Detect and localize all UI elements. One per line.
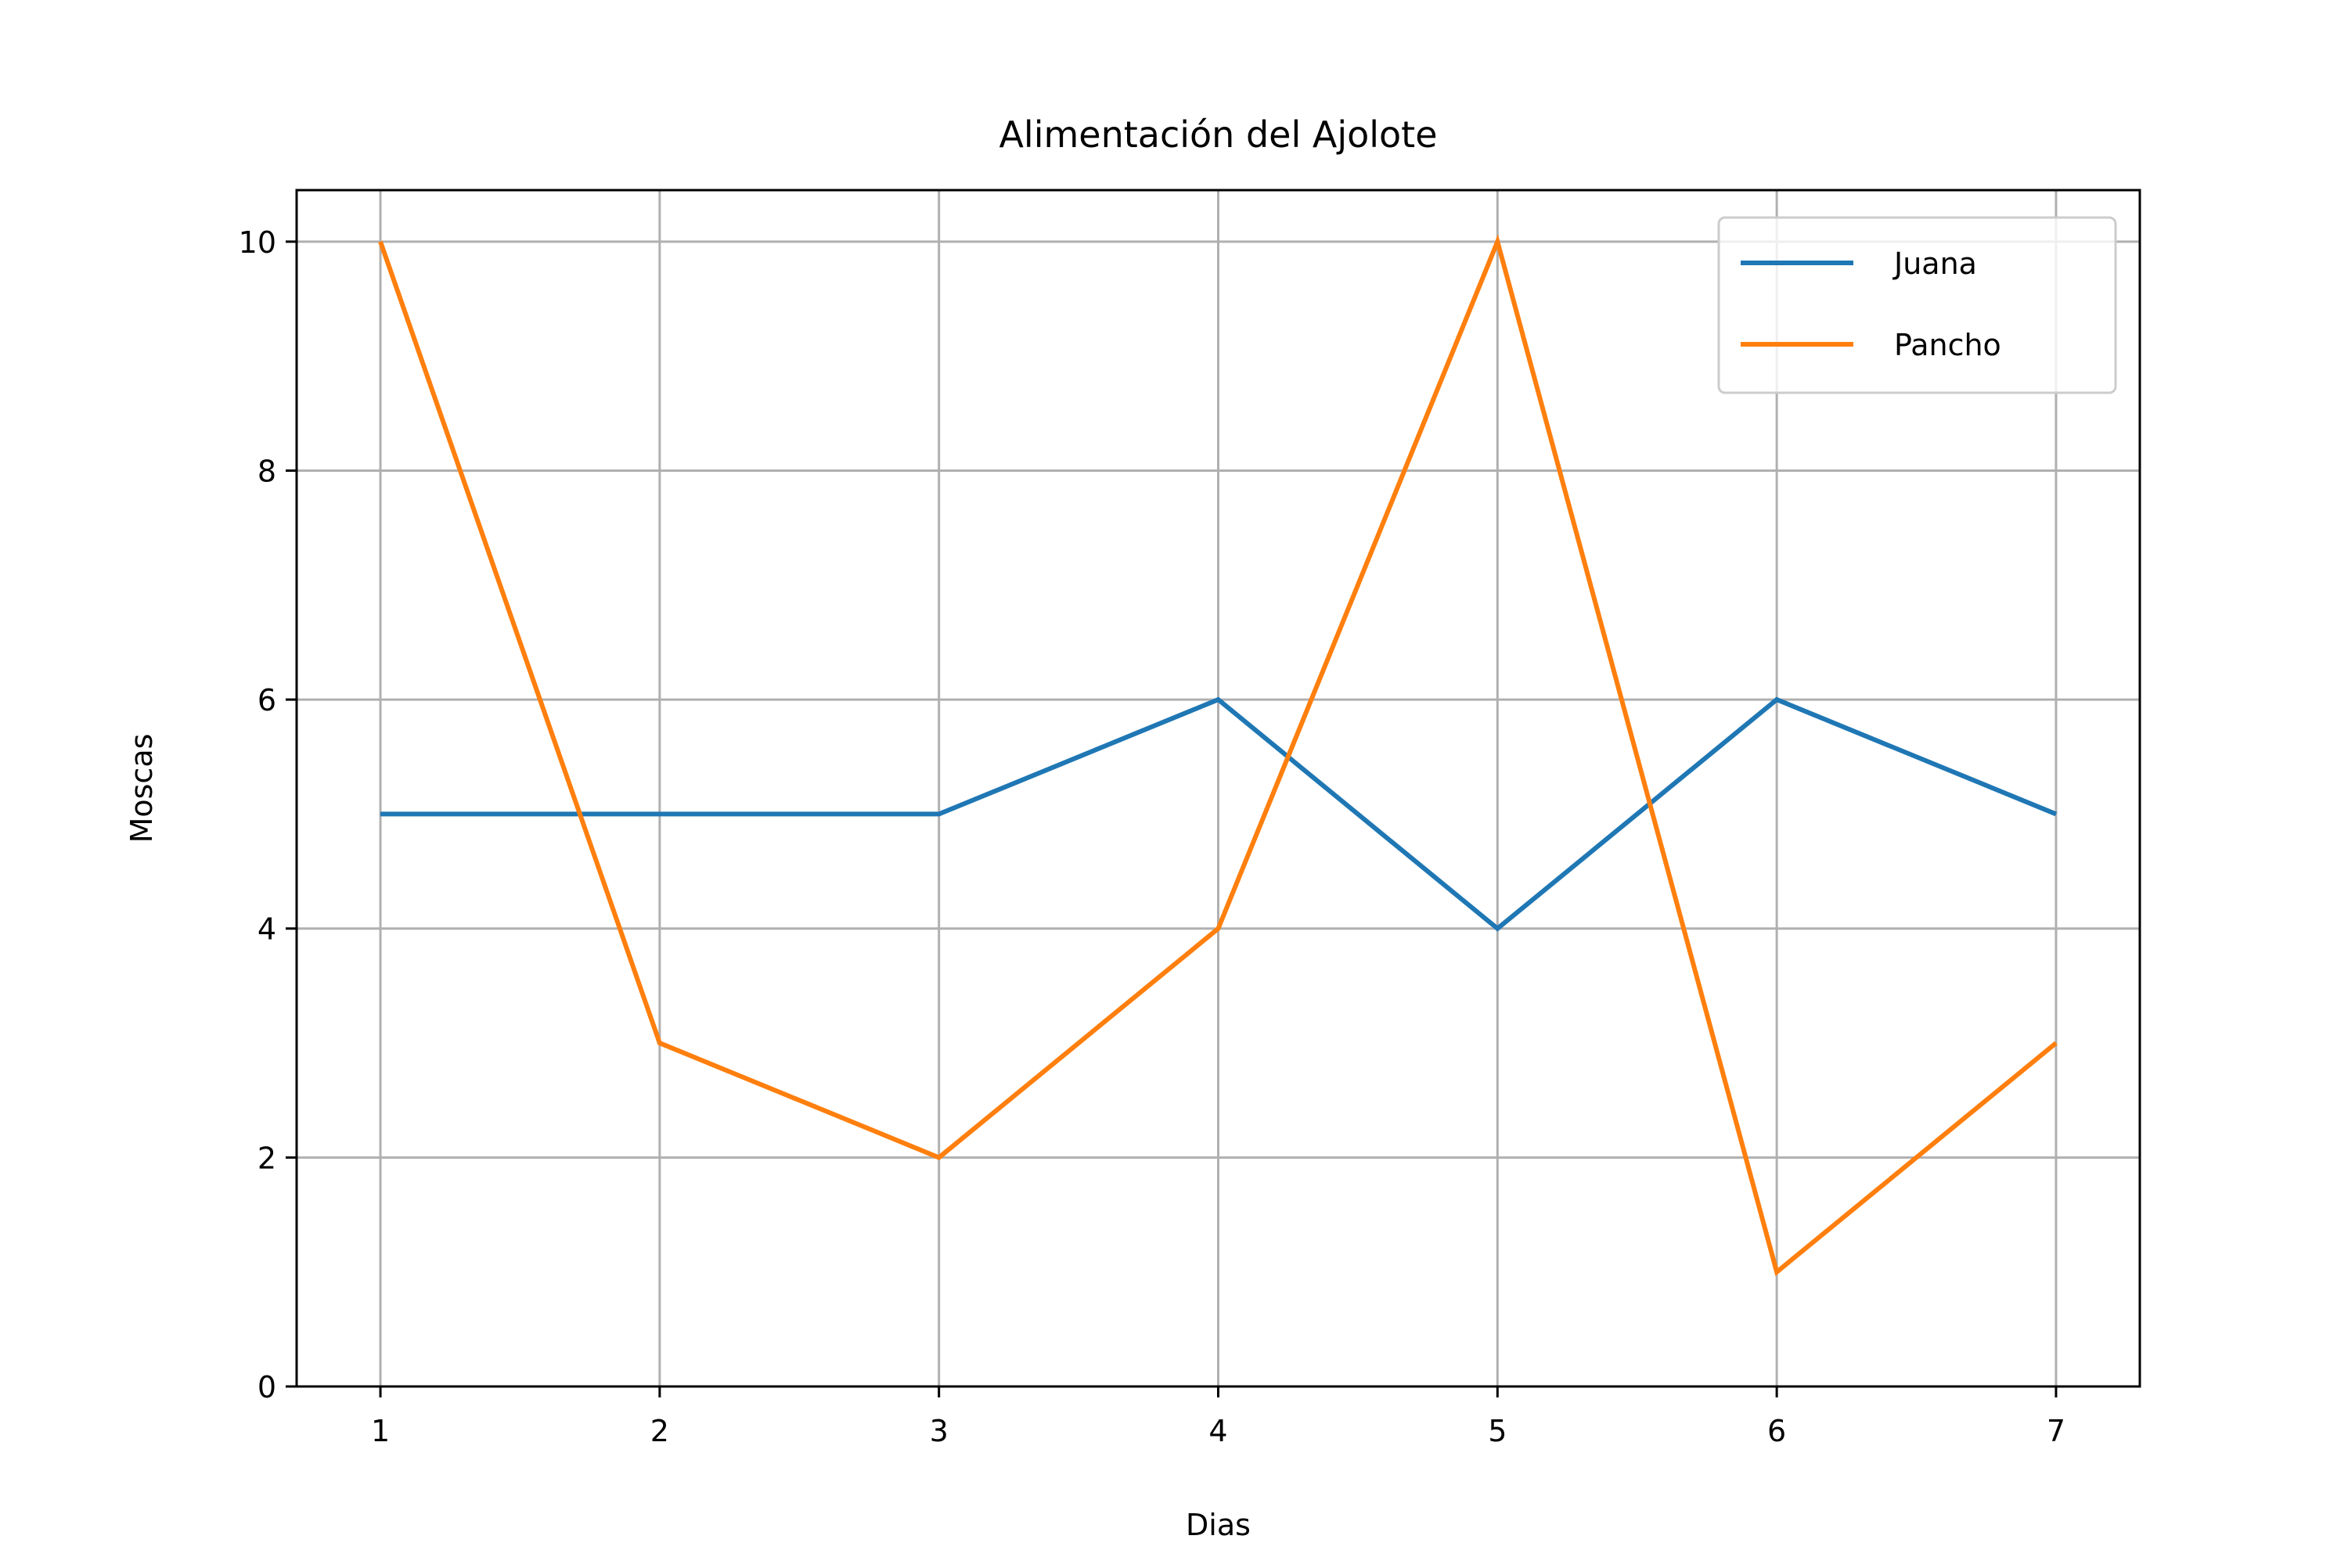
data-point-pancho	[938, 1156, 940, 1158]
data-point-pancho	[1218, 928, 1219, 930]
data-point-juana	[380, 813, 381, 815]
y-tick-label: 4	[257, 912, 276, 947]
data-point-juana	[659, 813, 661, 815]
series-layer	[378, 234, 2058, 1276]
legend-label-juana: Juana	[1892, 246, 1977, 281]
data-point-juana	[2055, 813, 2057, 815]
x-tick-label: 6	[1767, 1414, 1786, 1448]
x-tick-label: 7	[2047, 1414, 2065, 1448]
data-point-pancho	[659, 1042, 661, 1044]
y-axis-label: Moscas	[124, 734, 159, 843]
x-tick-label: 2	[650, 1414, 669, 1448]
y-tick-label: 6	[257, 683, 276, 717]
legend-box	[1717, 216, 2117, 394]
data-point-juana	[1496, 928, 1498, 930]
y-tick-label: 8	[257, 454, 276, 488]
x-tick-label: 4	[1208, 1414, 1227, 1448]
y-tick-label: 2	[257, 1141, 276, 1175]
data-point-pancho	[1496, 241, 1498, 243]
axis-ticks: 1 2 3 4 5 6 7 0 2 4 6 8 10	[239, 225, 2065, 1448]
data-point-juana	[938, 813, 940, 815]
legend-label-pancho: Pancho	[1894, 328, 2001, 362]
chart-title: Alimentación del Ajolote	[999, 113, 1437, 156]
x-tick-label: 5	[1488, 1414, 1507, 1448]
legend: Juana Pancho	[1717, 216, 2117, 394]
x-axis-label: Dias	[1186, 1508, 1251, 1542]
data-point-pancho	[2055, 1042, 2057, 1044]
data-point-pancho	[380, 241, 381, 243]
x-tick-label: 1	[371, 1414, 390, 1448]
y-tick-label: 10	[239, 225, 276, 260]
x-tick-label: 3	[930, 1414, 949, 1448]
y-tick-label: 0	[257, 1370, 276, 1404]
data-point-juana	[1218, 699, 1219, 700]
